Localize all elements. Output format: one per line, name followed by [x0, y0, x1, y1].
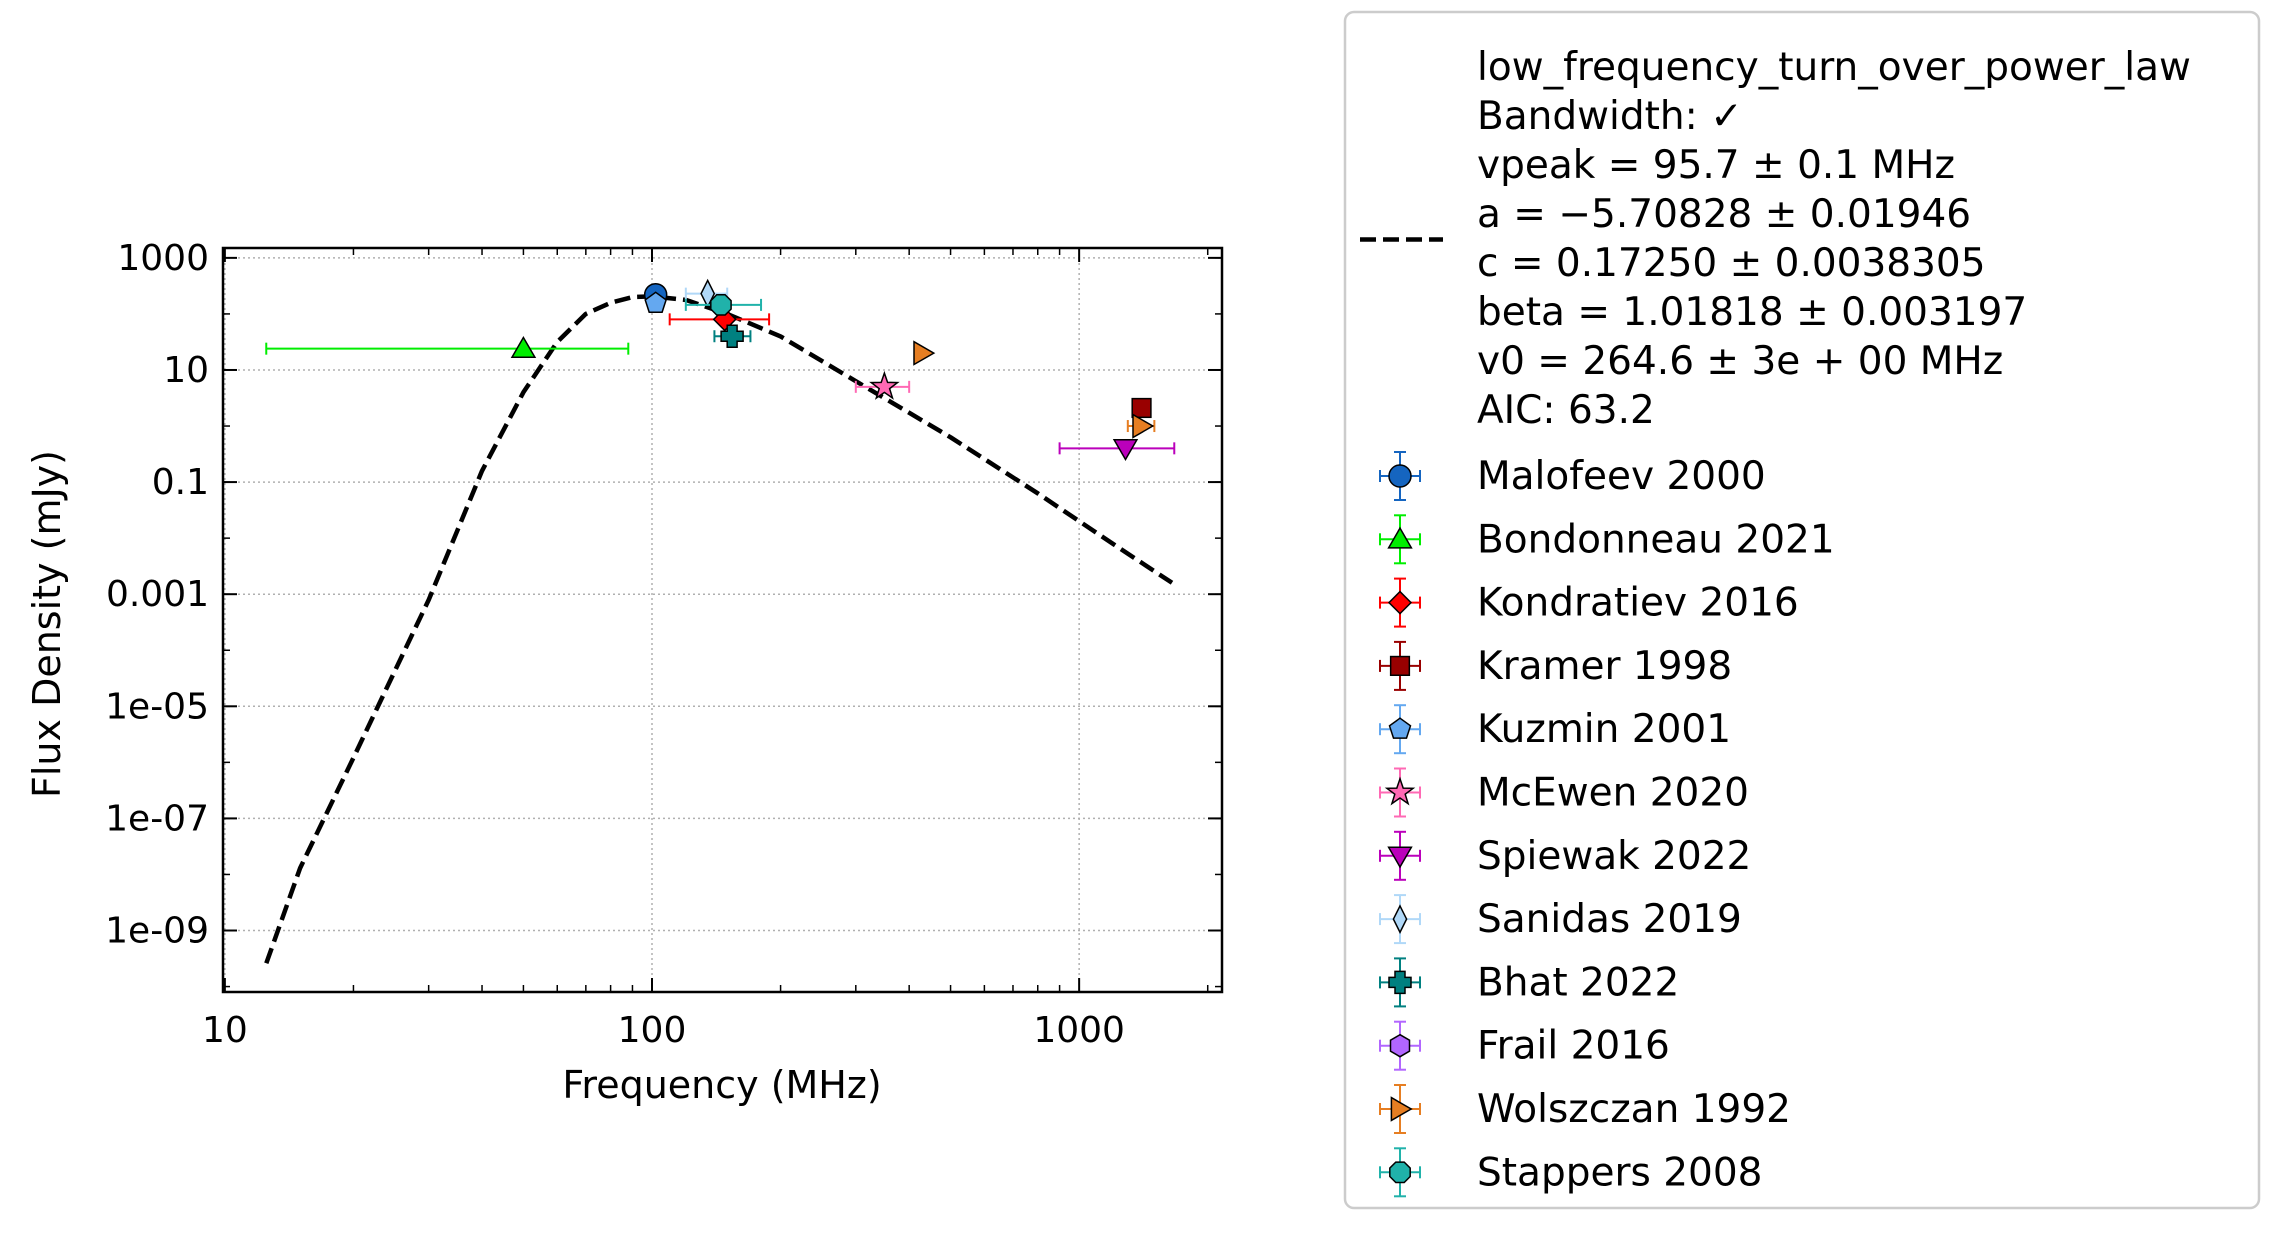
data-point: [869, 370, 900, 400]
legend-entry-label: Bhat 2022: [1477, 960, 1679, 1005]
y-tick-label: 1000: [117, 238, 209, 279]
y-axis-label: Flux Density (mJy): [25, 450, 69, 798]
legend-entry-label: Kramer 1998: [1477, 644, 1732, 689]
data-point: [644, 291, 667, 313]
fit-curve: [264, 294, 1174, 965]
legend-entry-label: Kondratiev 2016: [1477, 581, 1799, 626]
legend-marker: [1388, 464, 1412, 488]
plot-area: [223, 248, 1222, 992]
legend-fit-text: v0 = 264.6 ± 3e + 00 MHz: [1477, 339, 2003, 384]
legend-marker: [1384, 776, 1416, 806]
data-point: [700, 278, 716, 309]
legend-fit-text: a = −5.70828 ± 0.01946: [1477, 192, 1971, 237]
legend-entry-label: Stappers 2008: [1477, 1150, 1762, 1195]
legend-fit-text: low_frequency_turn_over_power_law: [1477, 45, 2191, 90]
legend-entry-label: McEwen 2020: [1477, 771, 1749, 816]
legend-marker: [1389, 1161, 1411, 1184]
x-axis-label: Frequency (MHz): [562, 1063, 881, 1107]
legend-marker: [1387, 590, 1413, 615]
y-tick-label: 1e-07: [105, 798, 209, 839]
legend-marker: [1387, 846, 1413, 869]
legend-entry-label: Wolszczan 1992: [1477, 1087, 1791, 1132]
data-point: [913, 340, 936, 366]
data-point: [1131, 397, 1152, 419]
legend-marker: [1387, 526, 1413, 549]
y-tick-label: 1e-09: [105, 911, 209, 952]
y-tick-label: 0.1: [152, 462, 209, 503]
legend-entry-label: Bondonneau 2021: [1477, 517, 1835, 562]
grid: [223, 248, 1222, 992]
x-tick-label: 10: [202, 1010, 248, 1051]
legend-fit-text: AIC: 63.2: [1477, 388, 1655, 433]
legend-fit-text: c = 0.17250 ± 0.0038305: [1477, 241, 1986, 286]
legend-entry-label: Spiewak 2022: [1477, 834, 1751, 879]
legend-fit-text: Bandwidth: ✓: [1477, 94, 1743, 139]
x-tick-label: 1000: [1033, 1010, 1125, 1051]
axes-frame: [221, 246, 1224, 994]
legend-marker: [1389, 655, 1411, 676]
legend-entry-label: Malofeev 2000: [1477, 454, 1766, 499]
tick-labels: 10 100 1000 1000 10 0.1 0.001 1e-05 1e-07 1e-09: [105, 238, 1125, 1051]
legend-marker: [1390, 1096, 1413, 1122]
legend-marker: [1389, 1033, 1411, 1058]
data-point: [510, 336, 537, 359]
legend-marker: [1392, 904, 1408, 934]
legend-fit-text: beta = 1.01818 ± 0.003197: [1477, 290, 2027, 335]
points-layer: [265, 278, 1176, 462]
legend: low_frequency_turn_over_power_lawBandwid…: [1343, 10, 2261, 1210]
data-point: [1112, 438, 1139, 462]
data-point: [720, 324, 744, 348]
legend-marker: [1388, 717, 1412, 739]
fit-layer: [264, 294, 1174, 965]
x-tick-label: 100: [618, 1010, 687, 1051]
y-tick-label: 10: [163, 350, 209, 391]
legend-entry-label: Sanidas 2019: [1477, 897, 1742, 942]
y-tick-label: 1e-05: [105, 686, 209, 727]
legend-entry-label: Frail 2016: [1477, 1024, 1670, 1069]
legend-box: [1343, 10, 2261, 1210]
data-point: [1132, 413, 1155, 439]
plot-background: [223, 248, 1222, 992]
legend-fit-text: vpeak = 95.7 ± 0.1 MHz: [1477, 143, 1955, 188]
legend-entry-label: Kuzmin 2001: [1477, 707, 1731, 752]
legend-marker: [1388, 970, 1412, 995]
y-tick-label: 0.001: [106, 574, 209, 615]
data-point: [710, 293, 732, 316]
